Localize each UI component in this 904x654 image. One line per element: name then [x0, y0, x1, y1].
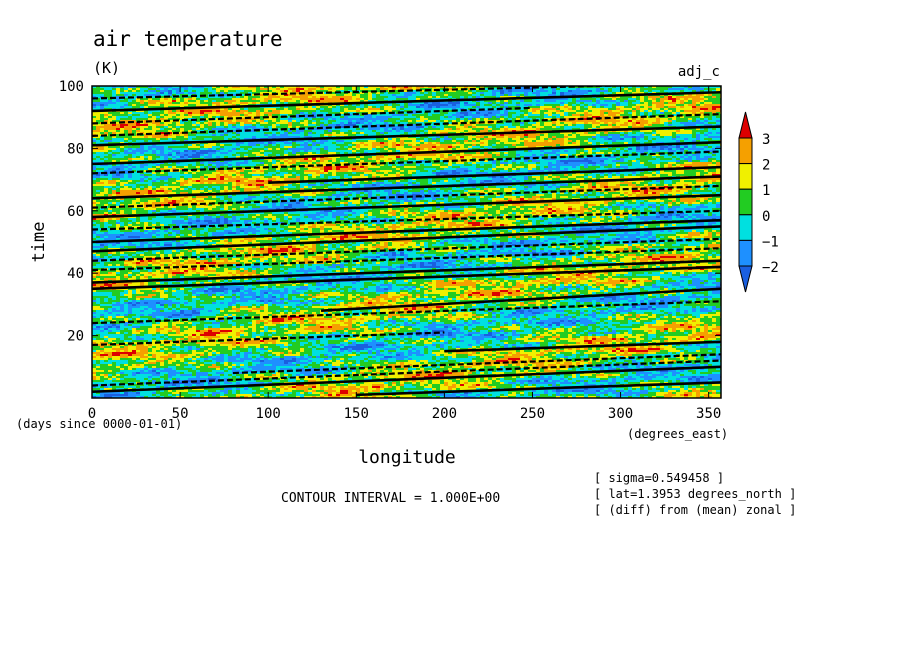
run-label: adj_c	[678, 64, 720, 80]
units-label: (K)	[93, 59, 120, 77]
chart-title: air temperature	[93, 27, 283, 51]
